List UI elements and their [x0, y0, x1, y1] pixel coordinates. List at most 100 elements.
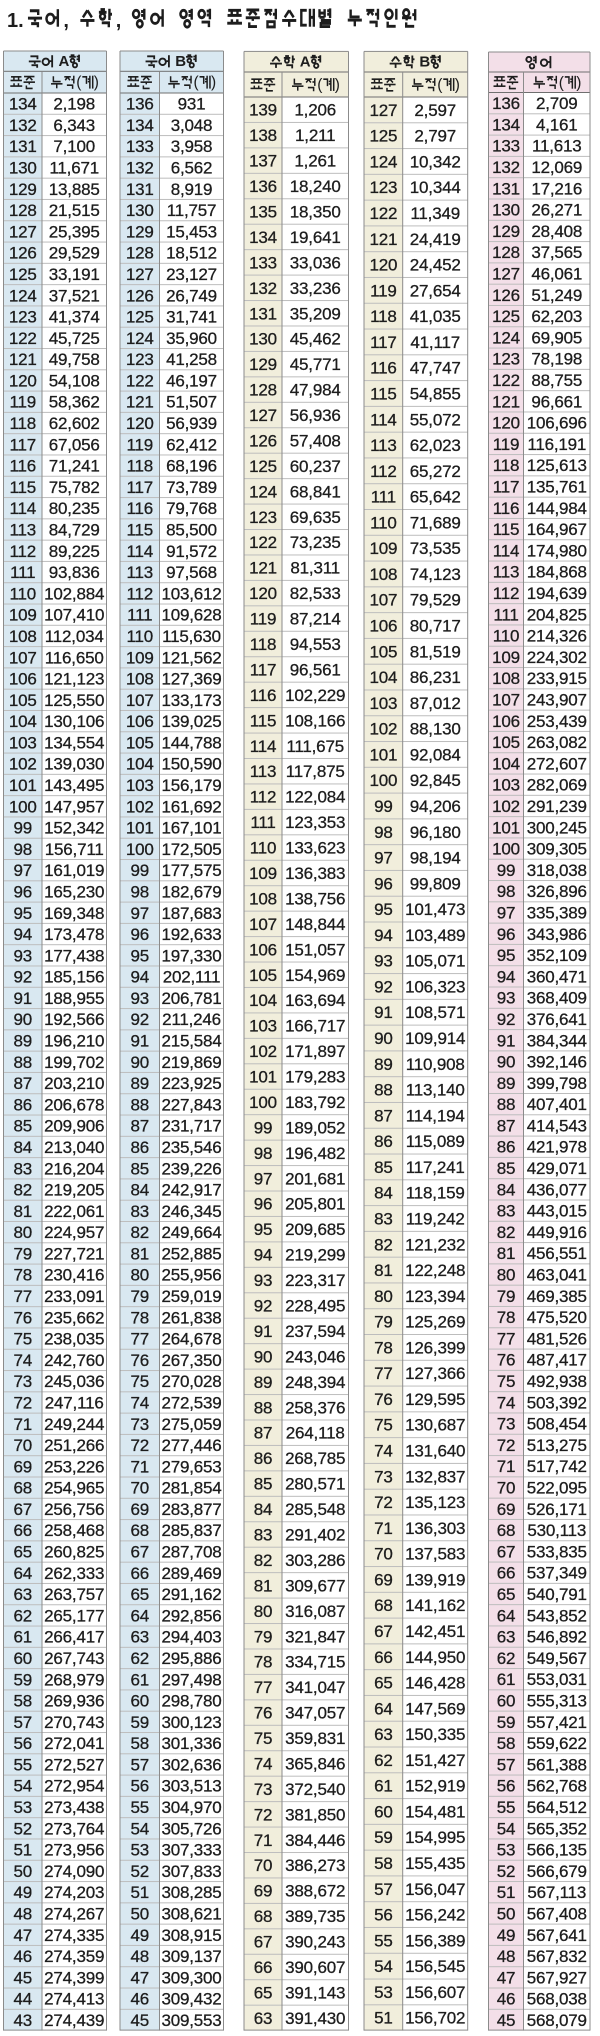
- svg-text:13,885: 13,885: [49, 180, 100, 199]
- svg-text:79: 79: [254, 1627, 273, 1646]
- svg-text:45: 45: [14, 1968, 33, 1987]
- svg-text:58: 58: [131, 1734, 150, 1753]
- svg-text:110: 110: [127, 627, 154, 646]
- svg-text:59: 59: [374, 1828, 393, 1847]
- svg-text:18,240: 18,240: [290, 177, 341, 196]
- svg-text:17,216: 17,216: [531, 179, 582, 198]
- svg-text:52: 52: [131, 1862, 150, 1881]
- svg-text:62: 62: [131, 1649, 150, 1668]
- svg-text:115: 115: [10, 478, 37, 497]
- svg-text:254,965: 254,965: [44, 1479, 104, 1498]
- svg-text:475,520: 475,520: [527, 1308, 587, 1327]
- svg-text:110: 110: [370, 513, 397, 532]
- svg-text:107: 107: [249, 915, 277, 934]
- svg-text:128: 128: [126, 244, 154, 263]
- svg-text:56: 56: [14, 1734, 33, 1753]
- svg-text:134: 134: [126, 116, 154, 135]
- svg-text:144,984: 144,984: [527, 499, 587, 518]
- svg-text:63: 63: [497, 1628, 516, 1647]
- svg-text:60,237: 60,237: [290, 457, 341, 476]
- svg-text:8,919: 8,919: [171, 180, 213, 199]
- svg-text:273,764: 273,764: [44, 1819, 104, 1838]
- svg-text:557,421: 557,421: [527, 1713, 587, 1732]
- svg-text:110: 110: [10, 584, 37, 603]
- svg-text:63: 63: [14, 1585, 33, 1604]
- svg-text:151,427: 151,427: [405, 1751, 465, 1770]
- svg-text:272,607: 272,607: [527, 754, 587, 773]
- svg-text:184,868: 184,868: [527, 563, 587, 582]
- svg-text:291,239: 291,239: [527, 797, 587, 816]
- svg-text:47: 47: [497, 1968, 516, 1987]
- svg-text:116: 116: [250, 686, 277, 705]
- svg-text:70: 70: [374, 1545, 393, 1564]
- svg-text:100: 100: [9, 797, 37, 816]
- svg-text:64: 64: [497, 1606, 516, 1625]
- svg-text:112: 112: [10, 542, 37, 561]
- svg-text:213,040: 213,040: [44, 1138, 104, 1157]
- svg-text:75,782: 75,782: [49, 478, 100, 497]
- svg-text:116: 116: [10, 457, 37, 476]
- svg-text:135,761: 135,761: [527, 478, 587, 497]
- svg-text:82: 82: [497, 1223, 516, 1242]
- svg-text:33,236: 33,236: [290, 279, 341, 298]
- svg-text:104: 104: [9, 712, 37, 731]
- svg-text:517,742: 517,742: [527, 1457, 587, 1476]
- svg-text:133: 133: [492, 137, 520, 156]
- svg-text:119: 119: [10, 393, 37, 412]
- svg-text:116: 116: [127, 499, 154, 518]
- svg-text:53: 53: [374, 1983, 393, 2002]
- svg-text:137: 137: [249, 152, 277, 171]
- svg-text:123: 123: [370, 178, 398, 197]
- svg-text:): ): [335, 77, 340, 94]
- svg-text:566,135: 566,135: [527, 1841, 587, 1860]
- svg-text:77: 77: [374, 1364, 393, 1383]
- svg-text:177,575: 177,575: [161, 861, 221, 880]
- svg-text:287,708: 287,708: [161, 1543, 221, 1562]
- svg-text:146,428: 146,428: [405, 1674, 465, 1693]
- svg-text:372,540: 372,540: [285, 1780, 345, 1799]
- svg-text:130: 130: [492, 201, 520, 220]
- svg-text:126: 126: [126, 286, 154, 305]
- svg-text:199,702: 199,702: [44, 1053, 104, 1072]
- svg-text:214,326: 214,326: [527, 627, 587, 646]
- svg-text:206,781: 206,781: [161, 989, 221, 1008]
- svg-text:113: 113: [493, 563, 520, 582]
- svg-text:132: 132: [126, 159, 154, 178]
- svg-text:219,869: 219,869: [161, 1053, 221, 1072]
- svg-text:105: 105: [9, 691, 37, 710]
- svg-text:224,302: 224,302: [527, 648, 587, 667]
- svg-text:127: 127: [492, 265, 520, 284]
- svg-text:392,146: 392,146: [527, 1053, 587, 1072]
- svg-text:105: 105: [249, 966, 277, 985]
- svg-text:54: 54: [374, 1957, 393, 1976]
- svg-text:227,721: 227,721: [44, 1244, 104, 1263]
- svg-text:3,048: 3,048: [171, 116, 213, 135]
- svg-text:233,091: 233,091: [44, 1287, 104, 1306]
- svg-text:62: 62: [14, 1606, 33, 1625]
- svg-text:95: 95: [374, 900, 393, 919]
- svg-text:112: 112: [493, 584, 520, 603]
- svg-text:62,602: 62,602: [49, 414, 100, 433]
- svg-text:59: 59: [497, 1713, 516, 1732]
- svg-text:69: 69: [374, 1570, 393, 1589]
- svg-text:87,012: 87,012: [410, 694, 461, 713]
- svg-text:138: 138: [249, 126, 277, 145]
- svg-text:68,841: 68,841: [290, 482, 341, 501]
- svg-text:231,717: 231,717: [161, 1117, 221, 1136]
- svg-text:46,061: 46,061: [531, 265, 582, 284]
- svg-text:106: 106: [492, 712, 520, 731]
- svg-text:386,273: 386,273: [285, 1856, 345, 1875]
- svg-text:114: 114: [370, 410, 397, 429]
- svg-text:72: 72: [131, 1436, 150, 1455]
- svg-text:118: 118: [127, 457, 154, 476]
- svg-text:92,084: 92,084: [410, 745, 461, 764]
- svg-text:119: 119: [493, 435, 520, 454]
- svg-text:111: 111: [493, 605, 518, 624]
- svg-text:931: 931: [178, 95, 206, 114]
- svg-text:189,052: 189,052: [285, 1118, 345, 1137]
- svg-text:121,123: 121,123: [44, 670, 104, 689]
- svg-text:66: 66: [14, 1521, 33, 1540]
- svg-text:109: 109: [492, 648, 520, 667]
- svg-text:82: 82: [14, 1181, 33, 1200]
- svg-text:119: 119: [250, 610, 277, 629]
